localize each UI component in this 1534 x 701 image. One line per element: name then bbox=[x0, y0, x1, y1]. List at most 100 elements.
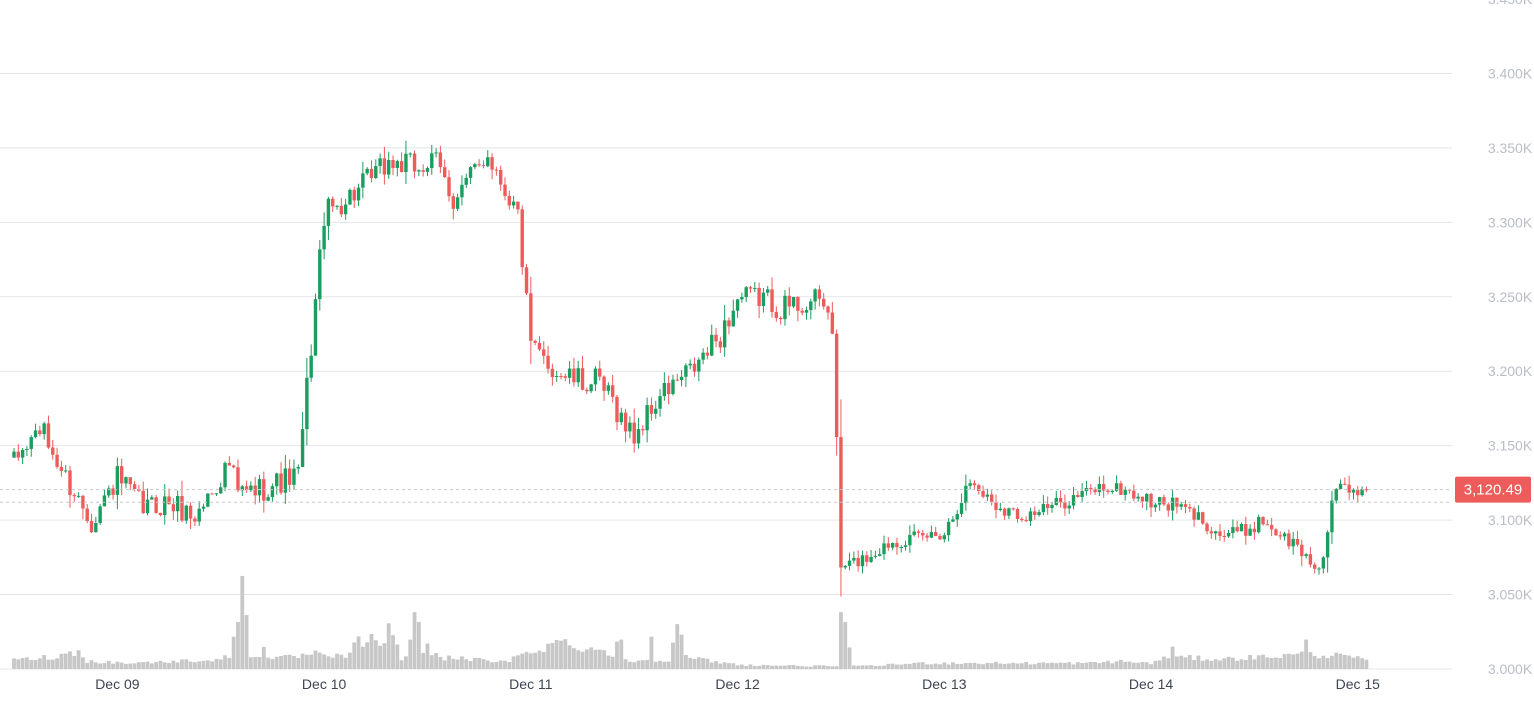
candle[interactable] bbox=[800, 307, 804, 316]
candle[interactable] bbox=[701, 348, 705, 365]
candle[interactable] bbox=[533, 339, 537, 346]
candle[interactable] bbox=[72, 493, 76, 502]
candle[interactable] bbox=[619, 407, 623, 425]
candle[interactable] bbox=[1054, 490, 1058, 506]
candle[interactable] bbox=[63, 465, 68, 473]
candle[interactable] bbox=[107, 485, 111, 499]
candle[interactable] bbox=[731, 299, 735, 327]
candle[interactable] bbox=[761, 288, 766, 313]
candle[interactable] bbox=[994, 494, 998, 519]
candle[interactable] bbox=[111, 484, 115, 500]
candle[interactable] bbox=[102, 489, 107, 507]
candle[interactable] bbox=[787, 287, 791, 316]
candle[interactable] bbox=[843, 565, 847, 570]
candle[interactable] bbox=[852, 551, 856, 564]
candle[interactable] bbox=[399, 152, 404, 173]
candle[interactable] bbox=[1132, 484, 1136, 502]
candle[interactable] bbox=[908, 525, 912, 553]
candle[interactable] bbox=[391, 155, 395, 176]
candle[interactable] bbox=[1244, 516, 1248, 545]
candle[interactable] bbox=[860, 550, 865, 574]
candle[interactable] bbox=[339, 198, 344, 218]
candle[interactable] bbox=[1136, 493, 1140, 502]
candle[interactable] bbox=[964, 474, 968, 511]
candle[interactable] bbox=[1024, 516, 1028, 523]
candle[interactable] bbox=[774, 306, 779, 322]
candle[interactable] bbox=[1213, 530, 1218, 540]
candle[interactable] bbox=[628, 416, 632, 439]
candle[interactable] bbox=[959, 493, 964, 518]
candle[interactable] bbox=[1231, 519, 1235, 539]
candle[interactable] bbox=[890, 542, 895, 551]
candle[interactable] bbox=[455, 193, 460, 212]
candle[interactable] bbox=[804, 306, 809, 320]
candle[interactable] bbox=[85, 504, 89, 524]
candle[interactable] bbox=[684, 363, 688, 388]
candle[interactable] bbox=[809, 298, 813, 320]
candle[interactable] bbox=[387, 151, 391, 179]
candle[interactable] bbox=[675, 373, 679, 382]
candle[interactable] bbox=[447, 170, 451, 202]
candle[interactable] bbox=[59, 460, 64, 477]
candle[interactable] bbox=[778, 316, 783, 325]
candle[interactable] bbox=[649, 397, 654, 421]
candle[interactable] bbox=[1106, 488, 1110, 495]
candle[interactable] bbox=[1071, 487, 1076, 510]
candle[interactable] bbox=[942, 532, 947, 543]
candle[interactable] bbox=[12, 448, 16, 458]
candle[interactable] bbox=[249, 481, 253, 493]
candle[interactable] bbox=[753, 281, 757, 293]
candle[interactable] bbox=[1033, 506, 1037, 520]
candle[interactable] bbox=[163, 484, 167, 525]
candle[interactable] bbox=[1252, 521, 1257, 540]
candle[interactable] bbox=[223, 461, 227, 492]
candle[interactable] bbox=[296, 464, 300, 474]
candle[interactable] bbox=[817, 285, 822, 307]
candle[interactable] bbox=[193, 516, 197, 527]
candle[interactable] bbox=[42, 421, 46, 440]
candle[interactable] bbox=[498, 165, 503, 191]
candle[interactable] bbox=[865, 551, 869, 567]
candle[interactable] bbox=[1179, 501, 1183, 510]
candle[interactable] bbox=[1278, 531, 1282, 540]
candle[interactable] bbox=[610, 374, 615, 403]
candle[interactable] bbox=[438, 145, 443, 174]
candle[interactable] bbox=[1145, 492, 1149, 511]
candle[interactable] bbox=[813, 288, 817, 310]
candle[interactable] bbox=[520, 205, 524, 275]
candle[interactable] bbox=[25, 446, 29, 457]
candle[interactable] bbox=[124, 476, 128, 489]
candle[interactable] bbox=[1183, 500, 1188, 514]
candle[interactable] bbox=[412, 150, 417, 179]
candle[interactable] bbox=[542, 341, 546, 364]
candle[interactable] bbox=[98, 504, 102, 525]
candle[interactable] bbox=[645, 397, 649, 443]
candle[interactable] bbox=[210, 492, 214, 495]
candle[interactable] bbox=[1364, 486, 1369, 493]
candle[interactable] bbox=[847, 552, 852, 571]
candle[interactable] bbox=[494, 166, 499, 176]
candle[interactable] bbox=[623, 408, 628, 443]
candle[interactable] bbox=[175, 490, 180, 522]
candle[interactable] bbox=[791, 296, 796, 309]
candle[interactable] bbox=[878, 548, 882, 557]
candle[interactable] bbox=[516, 201, 520, 214]
candle[interactable] bbox=[279, 462, 283, 495]
candle[interactable] bbox=[925, 532, 929, 542]
candle[interactable] bbox=[365, 167, 369, 176]
candle[interactable] bbox=[1063, 494, 1067, 516]
candle[interactable] bbox=[714, 328, 718, 348]
candle[interactable] bbox=[266, 494, 270, 502]
candle[interactable] bbox=[1119, 480, 1123, 495]
candle[interactable] bbox=[262, 471, 266, 513]
candle[interactable] bbox=[727, 317, 731, 335]
candle[interactable] bbox=[697, 357, 701, 382]
candle[interactable] bbox=[486, 149, 490, 168]
candle[interactable] bbox=[602, 375, 606, 401]
candlesticks[interactable] bbox=[12, 140, 1369, 597]
candle[interactable] bbox=[309, 344, 313, 382]
candle[interactable] bbox=[473, 162, 477, 170]
candle[interactable] bbox=[1235, 520, 1239, 533]
candle[interactable] bbox=[1360, 486, 1364, 497]
